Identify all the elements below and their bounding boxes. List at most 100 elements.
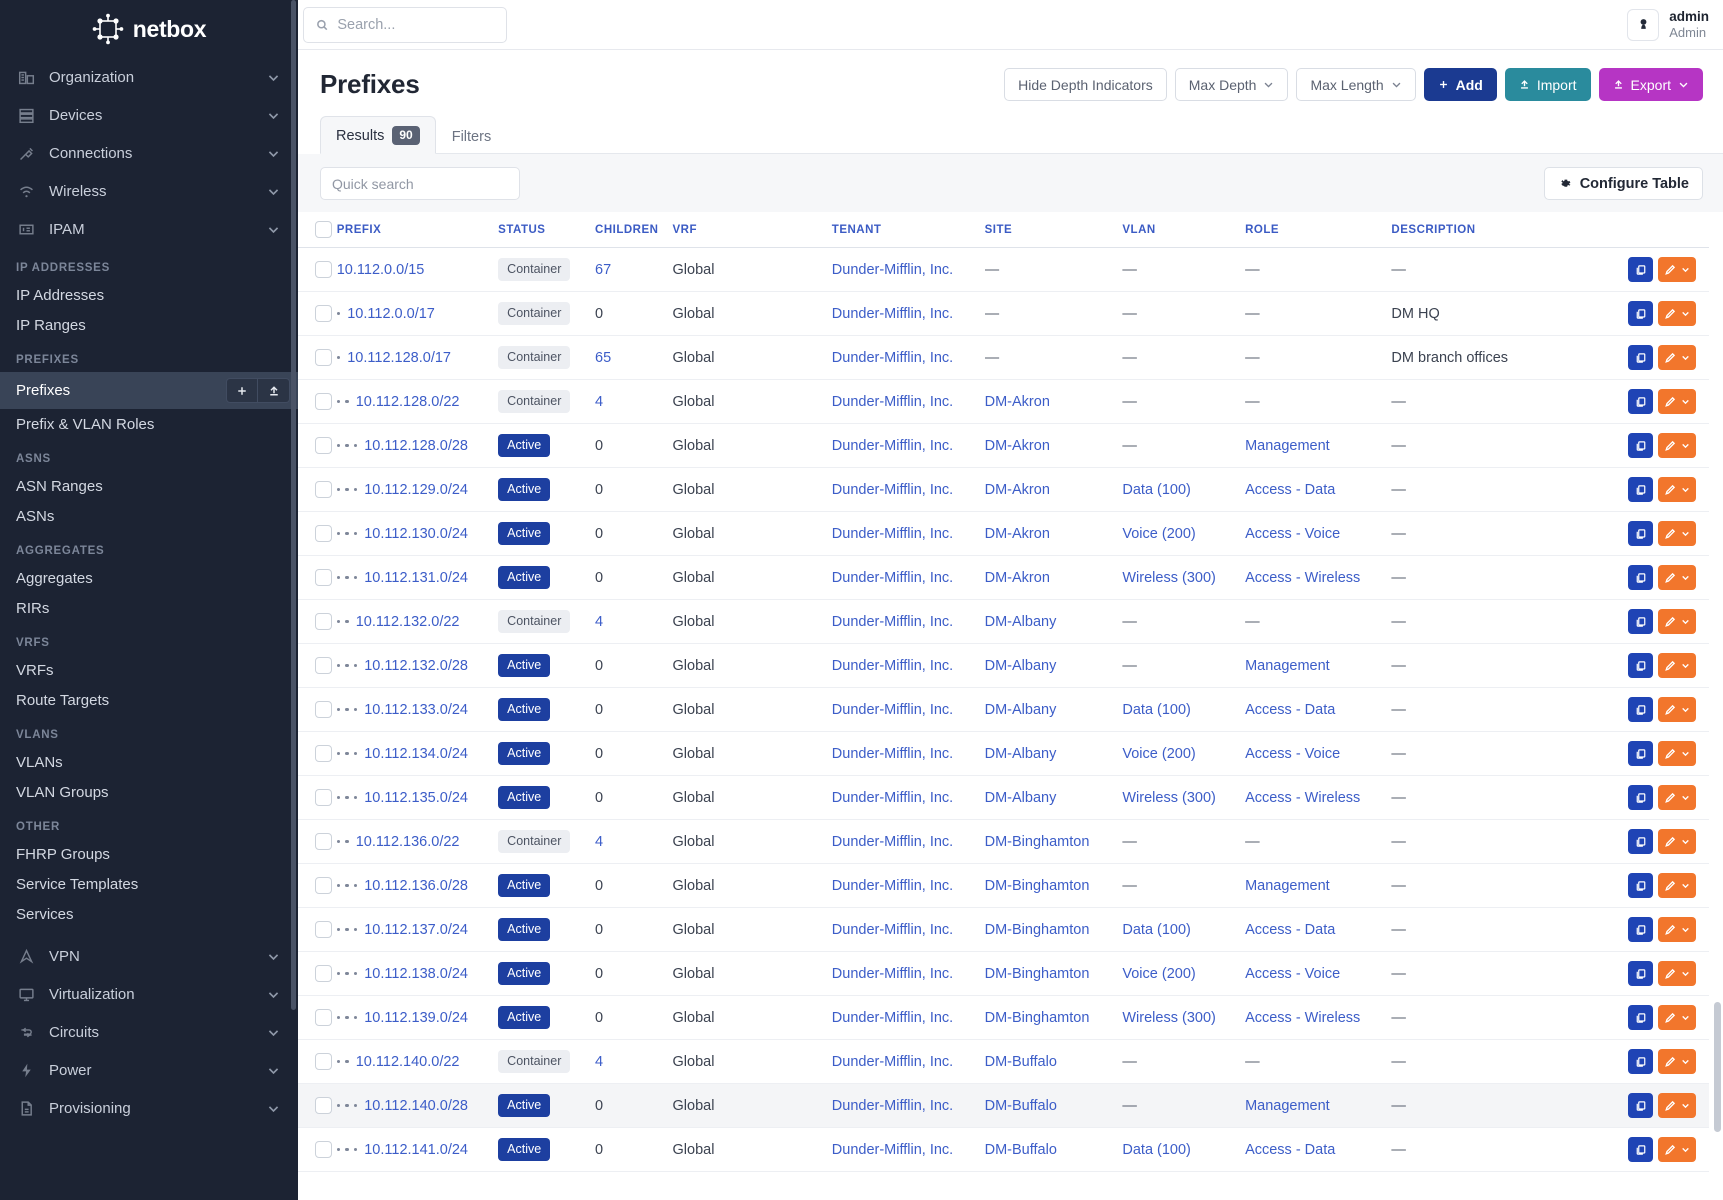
tab-filters[interactable]: Filters xyxy=(436,119,507,154)
sidebar-group-devices[interactable]: Devices xyxy=(0,96,298,134)
copy-icon[interactable] xyxy=(1628,873,1653,898)
max-depth-dropdown[interactable]: Max Depth xyxy=(1174,68,1289,101)
tenant-link[interactable]: Dunder-Mifflin, Inc. xyxy=(831,1009,954,1026)
children-count[interactable]: 65 xyxy=(595,349,612,366)
table-row[interactable]: 10.112.132.0/22 Container 4 Global Dunder-Mi… xyxy=(298,599,1709,644)
prefix-link[interactable]: 10.112.139.0/24 xyxy=(364,1009,468,1026)
site-link[interactable]: DM-Albany xyxy=(984,789,1057,806)
table-row[interactable]: 10.112.0.0/17 Container 0 Global Dunder-Miff… xyxy=(298,291,1709,336)
site-link[interactable]: DM-Akron xyxy=(984,481,1050,498)
children-count[interactable]: 4 xyxy=(595,1053,604,1070)
tenant-link[interactable]: Dunder-Mifflin, Inc. xyxy=(831,437,954,454)
table-row[interactable]: 10.112.139.0/24 Active 0 Global Dunder-Miffl… xyxy=(298,995,1709,1040)
prefix-link[interactable]: 10.112.136.0/22 xyxy=(355,833,460,850)
tenant-link[interactable]: Dunder-Mifflin, Inc. xyxy=(831,657,954,674)
column-header-site[interactable]: Site xyxy=(984,212,1123,248)
prefix-link[interactable]: 10.112.132.0/28 xyxy=(364,657,468,674)
table-row[interactable]: 10.112.140.0/28 Active 0 Global Dunder-Miffl… xyxy=(298,1083,1709,1128)
tenant-link[interactable]: Dunder-Mifflin, Inc. xyxy=(831,569,954,586)
table-row[interactable]: 10.112.129.0/24 Active 0 Global Dunder-Miffl… xyxy=(298,467,1709,512)
edit-button[interactable] xyxy=(1658,653,1696,678)
edit-button[interactable] xyxy=(1658,961,1696,986)
sidebar-item-asn-ranges[interactable]: ASN Ranges xyxy=(0,471,298,501)
prefix-link[interactable]: 10.112.141.0/24 xyxy=(364,1141,468,1158)
prefix-link[interactable]: 10.112.128.0/28 xyxy=(364,437,468,454)
site-link[interactable]: DM-Binghamton xyxy=(984,1009,1090,1026)
sidebar-item-prefixes[interactable]: Prefixes xyxy=(0,372,298,409)
table-row[interactable]: 10.112.136.0/28 Active 0 Global Dunder-Miffl… xyxy=(298,863,1709,908)
row-checkbox[interactable] xyxy=(315,569,332,586)
table-row[interactable]: 10.112.131.0/24 Active 0 Global Dunder-Miffl… xyxy=(298,555,1709,600)
tenant-link[interactable]: Dunder-Mifflin, Inc. xyxy=(831,261,954,278)
table-row[interactable]: 10.112.135.0/24 Active 0 Global Dunder-Miffl… xyxy=(298,775,1709,820)
site-link[interactable]: DM-Binghamton xyxy=(984,833,1090,850)
vlan-link[interactable]: Voice (200) xyxy=(1122,525,1196,542)
vlan-link[interactable]: Data (100) xyxy=(1122,701,1191,718)
row-checkbox[interactable] xyxy=(315,393,332,410)
copy-icon[interactable] xyxy=(1628,697,1653,722)
table-row[interactable]: 10.112.137.0/24 Active 0 Global Dunder-Miffl… xyxy=(298,907,1709,952)
sidebar-group-organization[interactable]: Organization xyxy=(0,58,298,96)
children-count[interactable]: 4 xyxy=(595,833,604,850)
role-link[interactable]: Management xyxy=(1245,657,1330,674)
copy-icon[interactable] xyxy=(1628,433,1653,458)
role-link[interactable]: Access - Voice xyxy=(1245,745,1341,762)
copy-icon[interactable] xyxy=(1628,609,1653,634)
children-count[interactable]: 4 xyxy=(595,393,604,410)
sidebar-item-fhrp-groups[interactable]: FHRP Groups xyxy=(0,839,298,869)
copy-icon[interactable] xyxy=(1628,301,1653,326)
edit-button[interactable] xyxy=(1658,1005,1696,1030)
import-prefix-button[interactable] xyxy=(258,378,290,403)
max-length-dropdown[interactable]: Max Length xyxy=(1296,68,1416,101)
edit-button[interactable] xyxy=(1658,389,1696,414)
sidebar-group-power[interactable]: Power xyxy=(0,1051,298,1089)
edit-button[interactable] xyxy=(1658,521,1696,546)
vlan-link[interactable]: Wireless (300) xyxy=(1122,1009,1216,1026)
global-search[interactable] xyxy=(303,6,507,43)
edit-button[interactable] xyxy=(1658,829,1696,854)
tenant-link[interactable]: Dunder-Mifflin, Inc. xyxy=(831,1053,954,1070)
table-row[interactable]: 10.112.141.0/24 Active 0 Global Dunder-Miffl… xyxy=(298,1127,1709,1172)
tenant-link[interactable]: Dunder-Mifflin, Inc. xyxy=(831,921,954,938)
tenant-link[interactable]: Dunder-Mifflin, Inc. xyxy=(831,1141,954,1158)
row-checkbox[interactable] xyxy=(315,877,332,894)
copy-icon[interactable] xyxy=(1628,741,1653,766)
vlan-link[interactable]: Wireless (300) xyxy=(1122,789,1216,806)
prefix-link[interactable]: 10.112.131.0/24 xyxy=(364,569,468,586)
tenant-link[interactable]: Dunder-Mifflin, Inc. xyxy=(831,305,954,322)
row-checkbox[interactable] xyxy=(315,833,332,850)
sidebar-scrollbar[interactable] xyxy=(291,0,296,1010)
site-link[interactable]: DM-Akron xyxy=(984,437,1050,454)
copy-icon[interactable] xyxy=(1628,565,1653,590)
tenant-link[interactable]: Dunder-Mifflin, Inc. xyxy=(831,745,954,762)
copy-icon[interactable] xyxy=(1628,1093,1653,1118)
prefix-link[interactable]: 10.112.132.0/22 xyxy=(355,613,460,630)
tenant-link[interactable]: Dunder-Mifflin, Inc. xyxy=(831,701,954,718)
tenant-link[interactable]: Dunder-Mifflin, Inc. xyxy=(831,393,954,410)
tenant-link[interactable]: Dunder-Mifflin, Inc. xyxy=(831,789,954,806)
sidebar-group-vpn[interactable]: VPN xyxy=(0,937,298,975)
sidebar-item-vlans[interactable]: VLANs xyxy=(0,747,298,777)
copy-icon[interactable] xyxy=(1628,961,1653,986)
children-count[interactable]: 4 xyxy=(595,613,604,630)
copy-icon[interactable] xyxy=(1628,1005,1653,1030)
sidebar-item-services[interactable]: Services xyxy=(0,899,298,929)
site-link[interactable]: DM-Albany xyxy=(984,613,1057,630)
site-link[interactable]: DM-Binghamton xyxy=(984,877,1090,894)
table-row[interactable]: 10.112.128.0/28 Active 0 Global Dunder-Miffl… xyxy=(298,423,1709,468)
column-header-children[interactable]: Children xyxy=(595,212,673,248)
site-link[interactable]: DM-Albany xyxy=(984,701,1057,718)
prefix-link[interactable]: 10.112.134.0/24 xyxy=(364,745,468,762)
sidebar-item-rirs[interactable]: RIRs xyxy=(0,593,298,623)
row-checkbox[interactable] xyxy=(315,657,332,674)
row-checkbox[interactable] xyxy=(315,745,332,762)
prefix-link[interactable]: 10.112.138.0/24 xyxy=(364,965,468,982)
add-button[interactable]: Add xyxy=(1423,68,1497,101)
column-header-status[interactable]: Status xyxy=(498,212,596,248)
sidebar-item-ip-addresses[interactable]: IP Addresses xyxy=(0,280,298,310)
edit-button[interactable] xyxy=(1658,785,1696,810)
table-row[interactable]: 10.112.0.0/15 Container 67 Global Dunder-Mif… xyxy=(298,247,1709,292)
site-link[interactable]: DM-Buffalo xyxy=(984,1141,1057,1158)
sidebar-group-connections[interactable]: Connections xyxy=(0,134,298,172)
main-scrollbar-thumb[interactable] xyxy=(1714,1002,1721,1132)
